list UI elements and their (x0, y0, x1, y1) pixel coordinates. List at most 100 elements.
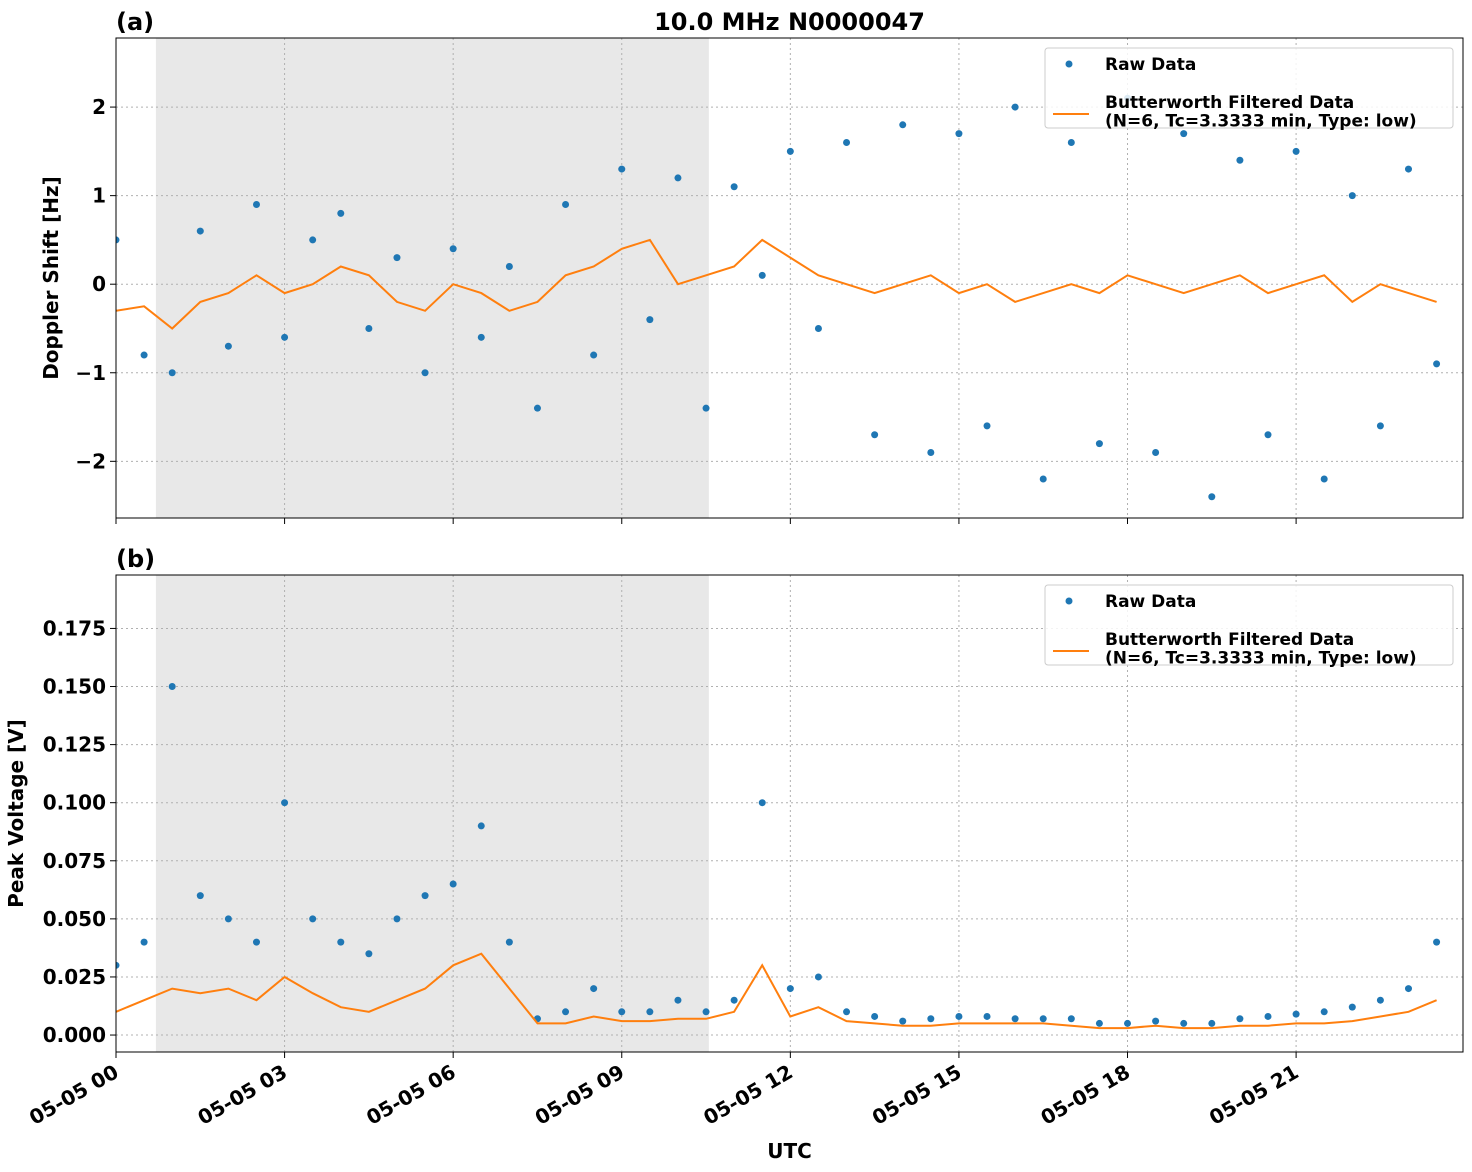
raw-point (1011, 103, 1019, 111)
raw-point (843, 1008, 851, 1016)
raw-point (730, 183, 738, 191)
raw-point (927, 1015, 935, 1023)
raw-point (533, 404, 541, 412)
raw-point (1236, 1015, 1244, 1023)
raw-point (899, 1017, 907, 1025)
raw-point (449, 245, 457, 253)
raw-point (786, 147, 794, 155)
raw-point (899, 121, 907, 129)
raw-point (1067, 139, 1075, 147)
raw-point (1348, 1003, 1356, 1011)
raw-point (1039, 475, 1047, 483)
raw-point (449, 880, 457, 888)
raw-point (224, 915, 232, 923)
y-tick-label: 0.150 (43, 675, 106, 699)
raw-point (1264, 431, 1272, 439)
y-axis-label: Peak Voltage [V] (4, 719, 28, 908)
raw-point (1152, 1017, 1160, 1025)
raw-point (1180, 130, 1188, 138)
raw-point (1067, 1015, 1075, 1023)
raw-point (116, 961, 120, 969)
axes-frame (115, 37, 1464, 519)
raw-point (955, 1012, 963, 1020)
raw-point (1404, 985, 1412, 993)
raw-point (843, 139, 851, 147)
x-tick-label: 05-05 06 (362, 1060, 460, 1130)
legend-marker (1065, 597, 1073, 605)
y-tick-label: 0.125 (43, 733, 106, 757)
raw-point (281, 799, 289, 807)
raw-point (871, 431, 879, 439)
raw-point (618, 1008, 626, 1016)
legend-marker (1065, 60, 1073, 68)
raw-point (730, 996, 738, 1004)
raw-point (1236, 156, 1244, 164)
shaded-span (155, 38, 709, 518)
raw-point (590, 351, 598, 359)
raw-point (646, 316, 654, 324)
y-tick-label: 0.175 (43, 616, 106, 640)
panel-label: (b) (116, 545, 155, 573)
raw-point (1292, 147, 1300, 155)
raw-point (196, 227, 204, 235)
raw-point (674, 996, 682, 1004)
filtered-line (116, 238, 1437, 330)
raw-point (1320, 475, 1328, 483)
panel-label: (a) (116, 8, 154, 36)
raw-point (758, 271, 766, 279)
raw-point (1039, 1015, 1047, 1023)
legend-label: Butterworth Filtered Data (N=6, Tc=3.3333… (1105, 630, 1417, 669)
legend-box (1044, 47, 1454, 129)
raw-point (1376, 422, 1384, 430)
raw-point (871, 1012, 879, 1020)
legend-box (1044, 584, 1454, 666)
raw-point (281, 333, 289, 341)
raw-point (1180, 1019, 1188, 1027)
raw-point (168, 683, 176, 691)
legend-label: Raw Data (1105, 55, 1196, 75)
raw-point (1208, 1019, 1216, 1027)
raw-point (393, 915, 401, 923)
raw-point (421, 892, 429, 900)
shaded-span (155, 575, 709, 1052)
raw-point (1011, 1015, 1019, 1023)
raw-point (562, 200, 570, 208)
raw-point (421, 369, 429, 377)
raw-point (955, 130, 963, 138)
x-tick-label: 05-05 09 (531, 1060, 629, 1130)
y-tick-label: 1 (92, 184, 106, 208)
raw-point (983, 422, 991, 430)
raw-point (1124, 1019, 1132, 1027)
raw-point (1404, 165, 1412, 173)
raw-point (477, 822, 485, 830)
raw-point (224, 342, 232, 350)
raw-point (786, 985, 794, 993)
raw-point (337, 209, 345, 217)
raw-point (505, 262, 513, 270)
x-tick-label: 05-05 18 (1036, 1060, 1134, 1130)
raw-point (618, 165, 626, 173)
raw-point (1320, 1008, 1328, 1016)
axes-frame (115, 574, 1464, 1053)
y-tick-label: 0.075 (43, 849, 106, 873)
legend-label: Butterworth Filtered Data (N=6, Tc=3.3333… (1105, 93, 1417, 132)
y-axis-label: Doppler Shift [Hz] (39, 176, 63, 380)
raw-point (758, 799, 766, 807)
y-tick-label: 0.025 (43, 965, 106, 989)
raw-point (646, 1008, 654, 1016)
x-tick-label: 05-05 12 (699, 1060, 797, 1130)
raw-point (814, 973, 822, 981)
raw-point (477, 333, 485, 341)
raw-point (590, 985, 598, 993)
raw-point (116, 236, 120, 244)
filtered-line (116, 952, 1437, 1030)
y-tick-label: 0.100 (43, 791, 106, 815)
raw-point (814, 324, 822, 332)
raw-point (393, 254, 401, 262)
raw-point (983, 1012, 991, 1020)
raw-point (365, 324, 373, 332)
y-tick-label: 0 (92, 272, 106, 296)
raw-point (1095, 440, 1103, 448)
raw-point (309, 236, 317, 244)
plot-area (116, 94, 1441, 501)
